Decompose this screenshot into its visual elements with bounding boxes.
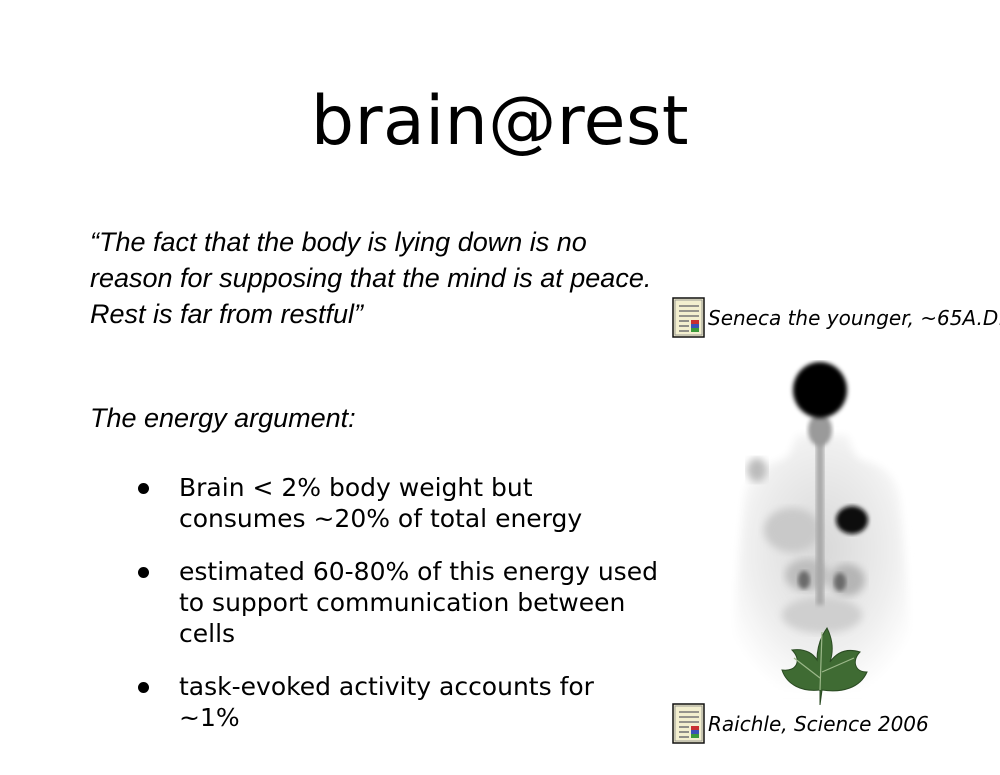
- document-icon[interactable]: [672, 297, 706, 339]
- quote-citation: Seneca the younger, ~65A.D.: [672, 297, 1000, 339]
- image-citation: Raichle, Science 2006: [672, 703, 929, 745]
- bullet-text: task-evoked activity accounts for ~1%: [179, 672, 594, 732]
- bullet-dot-icon: [138, 682, 149, 693]
- pet-scan-body-image: [732, 362, 912, 705]
- document-icon[interactable]: [672, 703, 706, 745]
- ivy-leaf-icon: [781, 627, 868, 705]
- bullet-list: Brain < 2% body weight but consumes ~20%…: [138, 472, 658, 755]
- quote-citation-text: Seneca the younger, ~65A.D.: [708, 306, 1000, 330]
- energy-argument-heading: The energy argument:: [90, 403, 356, 433]
- bullet-item: task-evoked activity accounts for ~1%: [138, 671, 658, 733]
- bullet-item: Brain < 2% body weight but consumes ~20%…: [138, 472, 658, 534]
- bullet-dot-icon: [138, 483, 149, 494]
- bullet-item: estimated 60-80% of this energy used to …: [138, 556, 658, 649]
- seneca-quote: “The fact that the body is lying down is…: [90, 227, 652, 329]
- slide-title: brain@rest: [310, 82, 690, 161]
- bullet-text: Brain < 2% body weight but consumes ~20%…: [179, 473, 583, 533]
- image-citation-text: Raichle, Science 2006: [708, 712, 929, 736]
- bullet-dot-icon: [138, 567, 149, 578]
- bullet-text: estimated 60-80% of this energy used to …: [179, 557, 658, 648]
